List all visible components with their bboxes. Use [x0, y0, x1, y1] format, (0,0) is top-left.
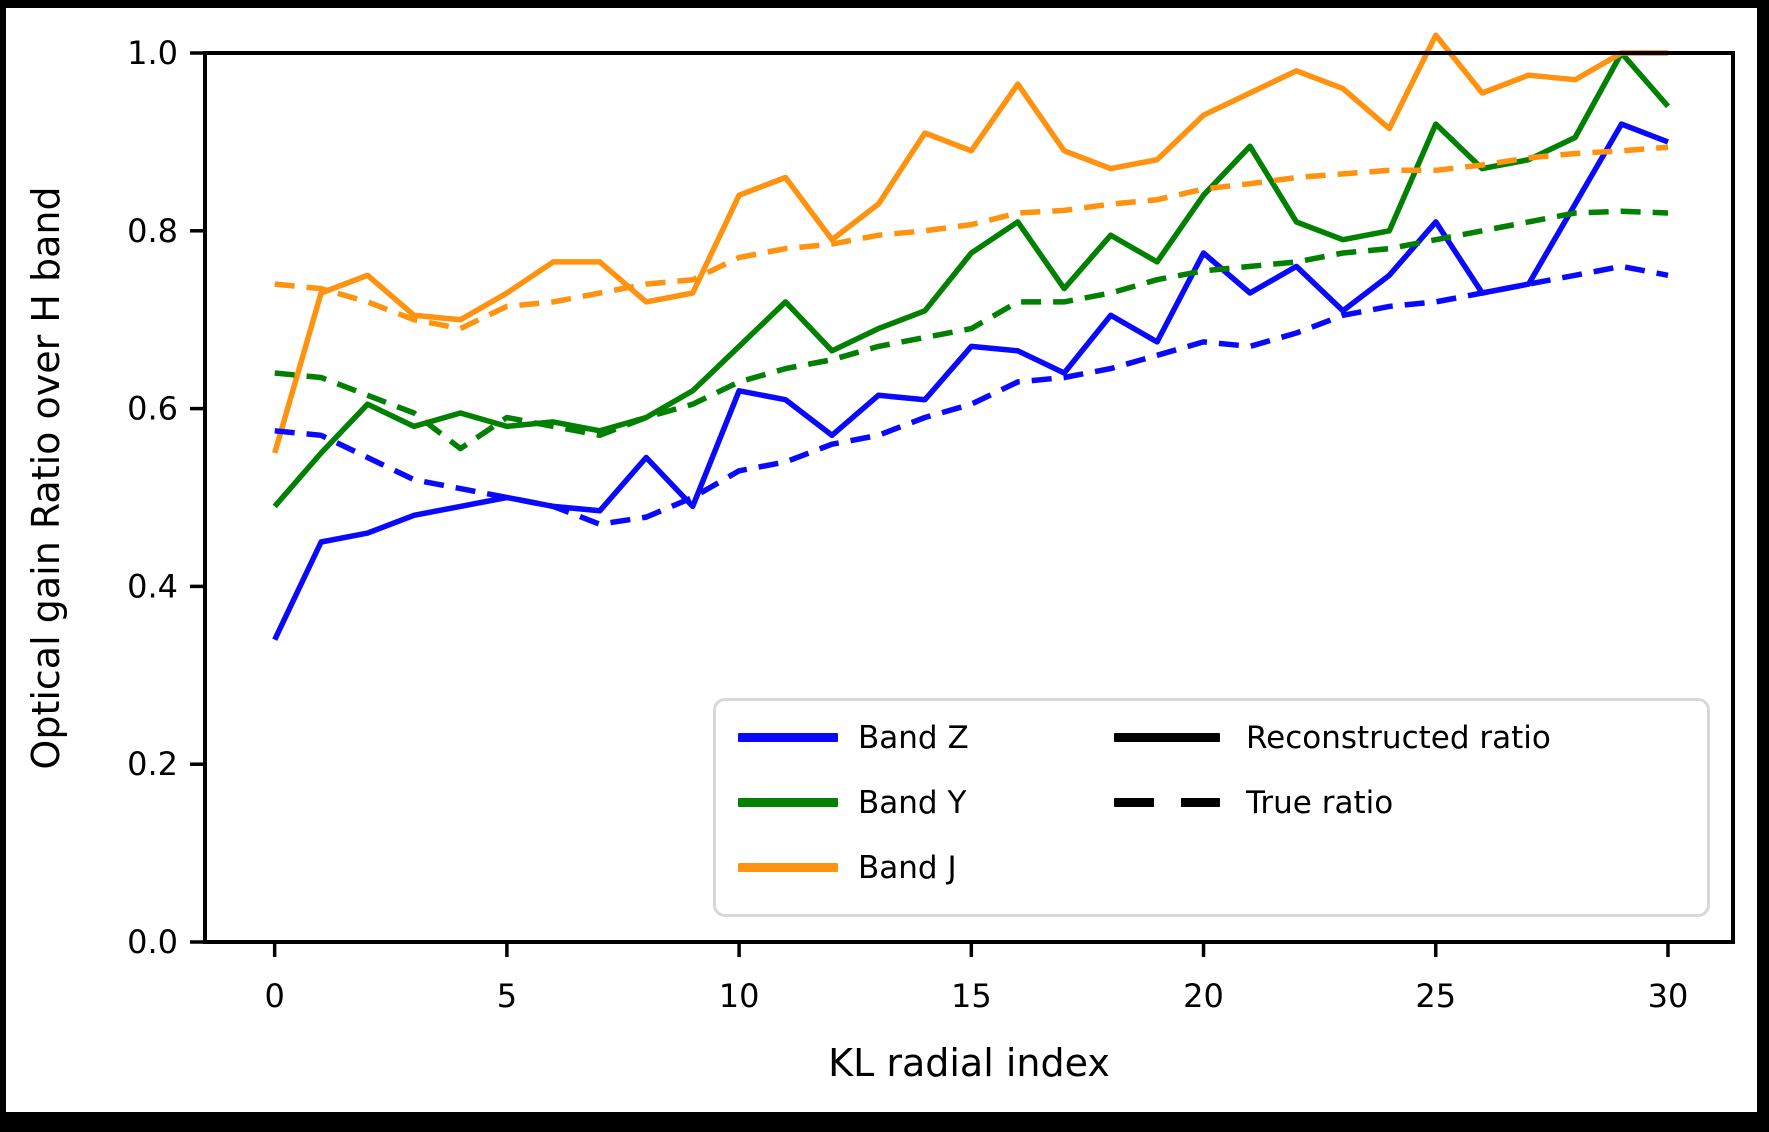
band-j-recon-line: [272, 32, 1668, 454]
x-axis-title: KL radial index: [828, 1041, 1110, 1085]
x-tick-label-4: 20: [1183, 977, 1224, 1015]
legend-label-reconstructed-ratio: Reconstructed ratio: [1246, 720, 1551, 756]
band-y-true-line: [274, 208, 1669, 452]
legend-swatch-band-z: [738, 733, 838, 742]
x-tick-label-0: 0: [264, 977, 284, 1015]
y-tick-label-5: 1.0: [127, 34, 178, 72]
legend-swatch-band-y: [738, 798, 838, 807]
legend-label-band-j: Band J: [858, 850, 957, 886]
figure-background: [6, 8, 1757, 1112]
legend-label-true-ratio: True ratio: [1246, 785, 1394, 821]
y-tick-label-0: 0.0: [127, 923, 178, 961]
x-tick-label-2: 10: [719, 977, 760, 1015]
band-j-true-line: [274, 144, 1669, 332]
band-y-recon-line: [272, 50, 1671, 509]
band-z-recon-line: [272, 121, 1669, 641]
y-tick-label-1: 0.2: [127, 745, 178, 783]
x-tick-label-1: 5: [497, 977, 517, 1015]
y-tick-label-4: 0.8: [127, 212, 178, 250]
legend-swatch-true-ratio: [1114, 798, 1220, 807]
y-tick-label-2: 0.4: [127, 567, 178, 605]
axes-frame: [203, 51, 1735, 944]
legend-label-band-z: Band Z: [858, 720, 969, 756]
x-tick-label-3: 15: [951, 977, 992, 1015]
x-tick-label-6: 30: [1648, 977, 1689, 1015]
plot-axes-layer: 0 5 10 15 20 25 30 0.0 0.2 0.4 0.6 0.8 1.0: [127, 34, 1735, 1015]
legend-label-band-y: Band Y: [858, 785, 967, 821]
y-axis-title: Optical gain Ratio over H band: [24, 186, 68, 770]
y-tick-label-3: 0.6: [127, 390, 178, 428]
legend-swatch-reconstructed-ratio: [1114, 733, 1220, 742]
legend: Band Z Band Y Band J Reconstructed ratio…: [713, 698, 1710, 917]
legend-swatch-band-j: [738, 863, 838, 872]
plot-series-layer: [272, 32, 1671, 641]
x-tick-label-5: 25: [1415, 977, 1456, 1015]
